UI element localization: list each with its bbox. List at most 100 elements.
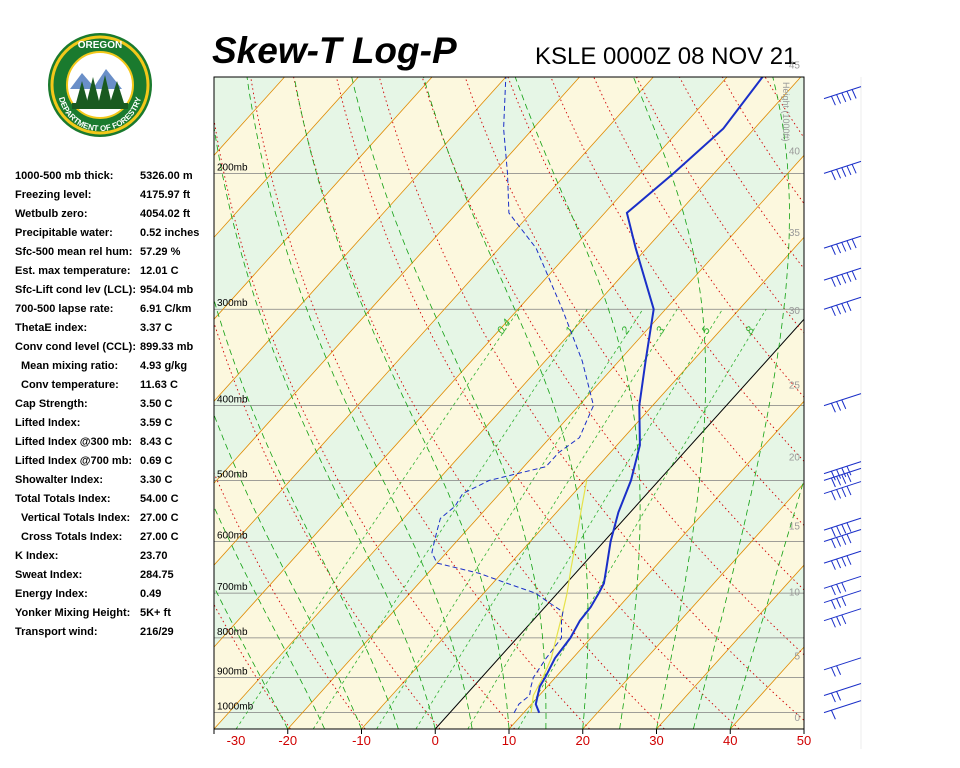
- index-row: 700-500 lapse rate: 6.91 C/km: [15, 300, 215, 319]
- isotherm-line: [214, 77, 580, 484]
- index-label: Cross Totals Index:: [21, 531, 123, 543]
- wind-barb-flag: [836, 304, 842, 315]
- wind-barb-flag: [830, 599, 836, 610]
- moist-adiabat-line: [293, 77, 510, 729]
- index-label: Freezing level:: [15, 189, 92, 201]
- wind-barb-flag: [836, 616, 842, 626]
- wind-barb-flag: [830, 245, 836, 255]
- index-label: Sweat Index:: [15, 569, 83, 581]
- moist-adiabat-line: [214, 505, 325, 729]
- index-value: 4175.97 ft: [140, 189, 191, 201]
- wind-barb-flag: [851, 270, 857, 281]
- index-value: 0.49: [140, 588, 162, 600]
- wind-barb-flag: [841, 242, 847, 252]
- index-value: 27.00 C: [140, 531, 179, 543]
- isotherm-line: [214, 77, 433, 320]
- wind-barb-flag: [841, 274, 847, 284]
- index-row: Conv cond level (CCL): 899.33 mb: [15, 338, 215, 357]
- wind-barb-staff: [823, 296, 862, 310]
- wind-barb-flag: [851, 238, 857, 249]
- wind-barb-flag: [846, 485, 852, 496]
- stability-indices-panel: 1000-500 mb thick: 5326.00 m Freezing leve…: [15, 167, 215, 642]
- wind-barb-flag: [830, 692, 836, 703]
- x-tick-label: 40: [723, 733, 737, 748]
- index-label: Vertical Totals Index:: [21, 512, 131, 524]
- isotherm-line: [214, 77, 654, 566]
- index-row: Showalter Index: 3.30 C: [15, 471, 215, 490]
- wind-barb-staff: [823, 608, 862, 622]
- dry-adiabat-line: [851, 77, 960, 729]
- wind-barb-flag: [830, 667, 836, 677]
- wind-barb-staff: [823, 700, 862, 714]
- x-tick-label: 0: [432, 733, 439, 748]
- index-label: Lifted Index @300 mb:: [15, 436, 133, 448]
- index-label: Est. max temperature:: [15, 265, 131, 277]
- wind-barb: [823, 393, 862, 413]
- index-row: Lifted Index @300 mb: 8.43 C: [15, 433, 215, 452]
- index-label: Cap Strength:: [15, 398, 88, 410]
- wind-barb-flag: [836, 489, 842, 499]
- wind-barb: [823, 575, 862, 596]
- temperature-line: [534, 77, 764, 714]
- dewpoint-line: [431, 77, 595, 713]
- station-datetime: KSLE 0000Z 08 NOV 21: [535, 43, 797, 70]
- logo-top-text: OREGON: [78, 40, 122, 51]
- pressure-label: 300mb: [217, 298, 248, 309]
- wind-barb-flag: [841, 614, 847, 625]
- index-value: 899.33 mb: [140, 341, 194, 353]
- wind-barb-flag: [846, 301, 852, 312]
- wind-barb: [823, 86, 862, 106]
- index-label: 1000-500 mb thick:: [15, 170, 114, 182]
- index-row: Wetbulb zero: 4054.02 ft: [15, 205, 215, 224]
- wind-barb-flag: [836, 243, 842, 254]
- wind-barb-flag: [830, 403, 836, 413]
- wind-barb: [823, 608, 862, 628]
- wind-barb-staff: [823, 550, 862, 564]
- isotherm-line: [0, 77, 211, 729]
- height-axis-label: Height (1000ft): [781, 82, 791, 142]
- index-row: Sfc-500 mean rel hum: 57.29 %: [15, 243, 215, 262]
- pressure-label: 600mb: [217, 530, 248, 541]
- index-value: 3.37 C: [140, 322, 173, 334]
- index-row: Mean mixing ratio: 4.93 g/kg: [15, 357, 215, 376]
- index-row: 1000-500 mb thick: 5326.00 m: [15, 167, 215, 186]
- wind-barb-staff: [823, 467, 862, 481]
- height-tick-label: 35: [789, 228, 801, 239]
- index-label: Total Totals Index:: [15, 493, 111, 505]
- dry-adiabat-line: [937, 77, 960, 729]
- wind-barb-flag: [836, 558, 842, 569]
- wind-barb-flag: [846, 533, 852, 544]
- wind-barb-flag: [841, 467, 847, 478]
- index-label: Mean mixing ratio:: [21, 360, 119, 372]
- index-value: 3.59 C: [140, 417, 173, 429]
- index-value: 11.63 C: [140, 379, 178, 391]
- index-label: Transport wind:: [15, 626, 98, 638]
- index-row: Conv temperature: 11.63 C: [15, 376, 215, 395]
- index-row: Total Totals Index: 54.00 C: [15, 490, 215, 509]
- isotherm-line: [878, 77, 960, 729]
- wind-barb-flag: [846, 272, 852, 282]
- wind-barb-staff: [823, 267, 862, 281]
- index-label: K Index:: [15, 550, 59, 562]
- mixing-ratio-line: [376, 308, 644, 729]
- index-value: 54.00 C: [140, 493, 179, 505]
- wind-barb-flag: [830, 96, 836, 106]
- oregon-forestry-logo: OREGON DEPARTMENT OF FORESTRY: [48, 33, 152, 137]
- index-value: 216/29: [140, 626, 174, 638]
- wind-barb-flag: [830, 490, 836, 501]
- wind-barb: [823, 481, 862, 501]
- wind-barb-flag: [841, 524, 847, 534]
- index-value: 284.75: [140, 569, 174, 581]
- pressure-label: 900mb: [217, 666, 248, 677]
- wind-barb-flag: [841, 399, 847, 410]
- height-tick-label: 40: [789, 146, 801, 157]
- wind-barb: [823, 160, 862, 181]
- wind-barb-staff: [823, 481, 862, 495]
- temperature-axis: -30 -20 -10 0 10 20 30 40 50: [213, 729, 811, 748]
- index-row: Vertical Totals Index: 27.00 C: [15, 509, 215, 528]
- height-axis: Height (1000ft)05101520253035404550: [781, 61, 801, 724]
- height-tick-label: 5: [794, 651, 800, 662]
- moist-adiabat-line: [729, 478, 804, 729]
- wind-barb-flag: [836, 469, 842, 479]
- wind-barb-staff: [823, 86, 862, 100]
